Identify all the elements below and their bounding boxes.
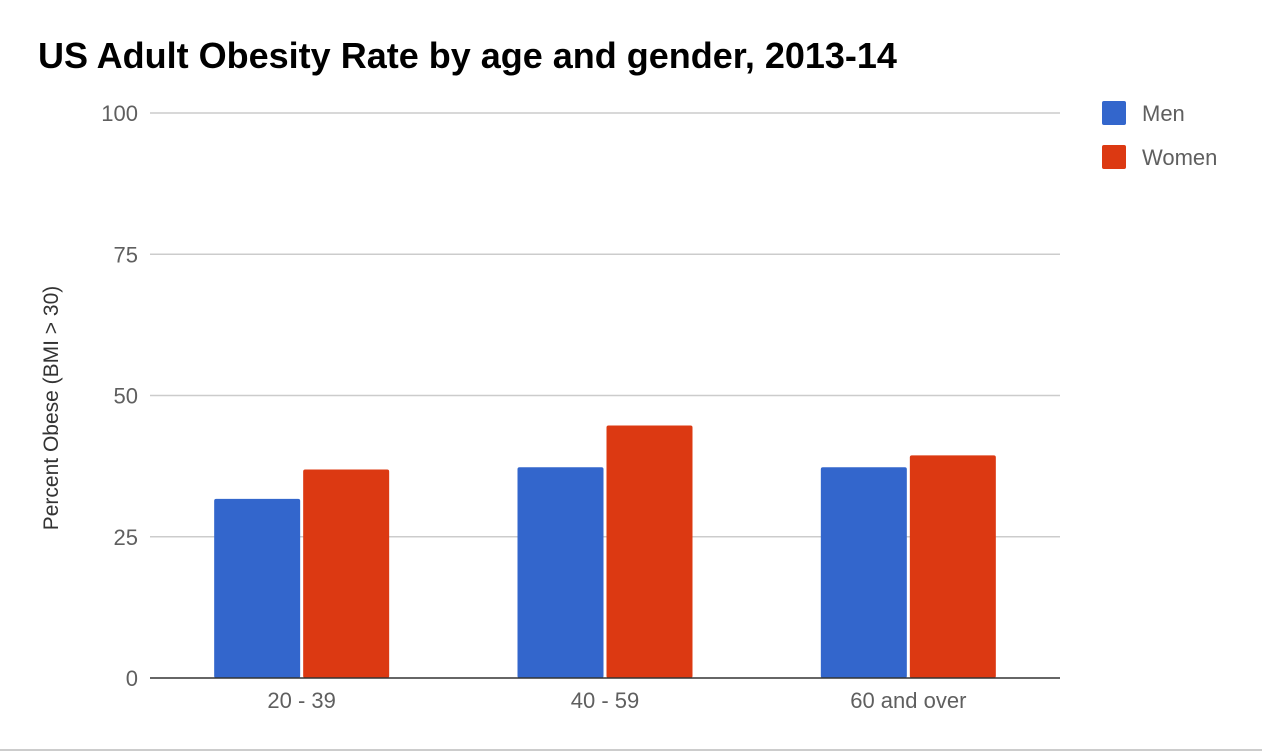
bars: [150, 425, 1060, 679]
x-axis-ticks: 20 - 39 40 - 59 60 and over: [267, 688, 966, 713]
bar-women-2: [909, 455, 996, 678]
x-tick-label: 60 and over: [850, 688, 966, 713]
y-tick-label: 0: [126, 666, 138, 691]
legend-swatch-men: [1102, 101, 1126, 125]
legend-label-men: Men: [1142, 101, 1185, 126]
legend: Men Women: [1102, 101, 1217, 170]
y-tick-label: 75: [114, 242, 138, 267]
bar-women-1: [606, 425, 693, 678]
legend-swatch-women: [1102, 145, 1126, 169]
x-tick-label: 20 - 39: [267, 688, 336, 713]
y-tick-label: 100: [101, 101, 138, 126]
y-tick-label: 50: [114, 384, 138, 409]
chart-title: US Adult Obesity Rate by age and gender,…: [38, 35, 897, 76]
y-axis-ticks: 0 25 50 75 100: [101, 101, 138, 691]
y-axis-label: Percent Obese (BMI > 30): [40, 286, 63, 531]
bar-women-0: [303, 469, 390, 678]
bar-men-2: [820, 467, 907, 678]
bar-men-1: [517, 467, 604, 678]
y-tick-label: 25: [114, 525, 138, 550]
x-tick-label: 40 - 59: [571, 688, 640, 713]
bar-men-0: [214, 498, 301, 678]
legend-label-women: Women: [1142, 145, 1217, 170]
gridlines: [150, 112, 1060, 538]
